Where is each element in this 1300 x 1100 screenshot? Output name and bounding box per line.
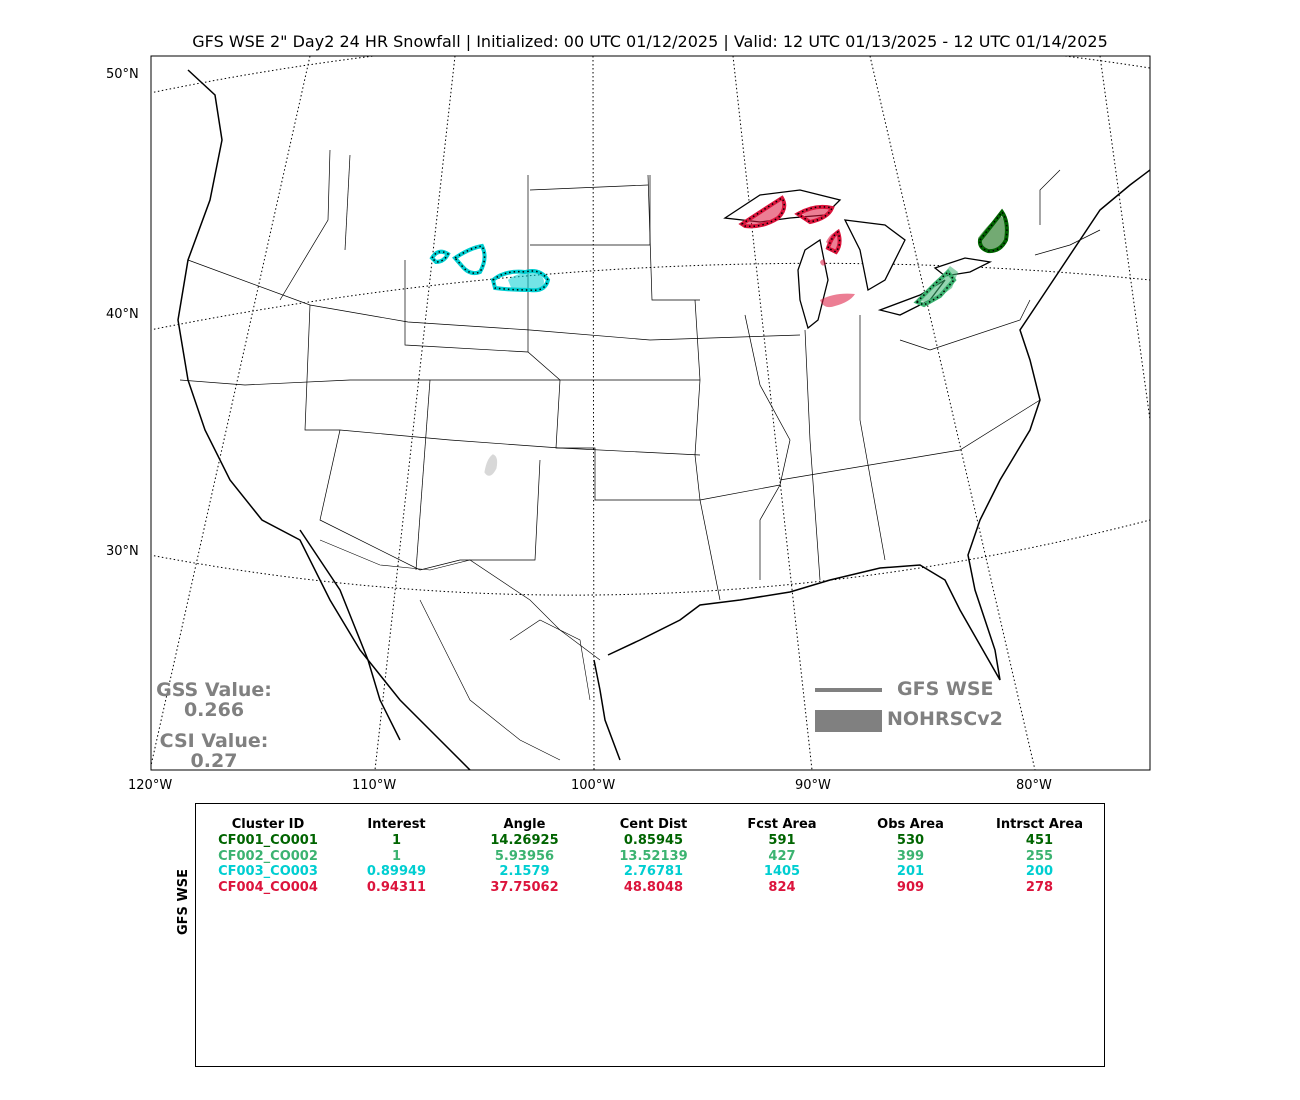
table-cell: 824 bbox=[768, 879, 796, 895]
table-header-row: Cluster ID Interest Angle Cent Dist Fcst… bbox=[200, 815, 1107, 833]
table-cell: 5.93956 bbox=[494, 848, 555, 864]
table-row: CF001_CO001 1 14.26925 0.85945 591 530 451 bbox=[200, 833, 1107, 849]
observed-area-cf004_co004 bbox=[742, 200, 855, 308]
table-cell: 13.52139 bbox=[619, 848, 688, 864]
header-cent-dist: Cent Dist bbox=[619, 816, 688, 832]
lat-label-50n: 50°N bbox=[106, 67, 139, 82]
attribute-table-frame bbox=[195, 803, 1105, 1067]
csi-label: CSI Value: bbox=[159, 730, 269, 752]
legend-forecast-label: GFS WSE bbox=[897, 678, 994, 700]
csi-score: CSI Value: 0.27 bbox=[150, 731, 278, 771]
state-borders bbox=[179, 149, 1101, 601]
header-obs-area: Obs Area bbox=[877, 816, 944, 832]
lat-label-30n: 30°N bbox=[106, 544, 139, 559]
table-cell: 37.75062 bbox=[490, 879, 559, 895]
csi-value: 0.27 bbox=[190, 750, 238, 772]
header-interest: Interest bbox=[367, 816, 426, 832]
table-cell: CF001_CO001 bbox=[218, 833, 318, 848]
table-cell: 2.76781 bbox=[623, 864, 684, 879]
table-cell: 200 bbox=[1025, 864, 1054, 879]
table-cell: 0.94311 bbox=[366, 879, 427, 895]
table-cell: 1 bbox=[391, 848, 402, 864]
table-cell: 909 bbox=[896, 879, 925, 895]
table-cell: 255 bbox=[1025, 848, 1054, 864]
header-intrsct-area: Intrsct Area bbox=[996, 816, 1083, 832]
snow-clusters bbox=[429, 195, 1009, 308]
gss-label: GSS Value: bbox=[156, 679, 272, 701]
table-cell: 591 bbox=[768, 833, 796, 848]
coastlines bbox=[177, 69, 1150, 770]
lon-label-80w: 80°W bbox=[1016, 778, 1052, 793]
forecast-outline-cf001_co001 bbox=[977, 208, 1009, 254]
header-fcst-area: Fcst Area bbox=[747, 816, 817, 832]
table-cell: CF004_CO004 bbox=[218, 879, 318, 895]
attribute-table: Cluster ID Interest Angle Cent Dist Fcst… bbox=[200, 815, 1107, 895]
table-row: CF003_CO003 0.89949 2.1579 2.76781 1405 201 20… bbox=[200, 864, 1107, 880]
table-cell: 427 bbox=[768, 848, 796, 864]
observed-area-cf001_co001 bbox=[978, 215, 1007, 250]
map-title: GFS WSE 2" Day2 24 HR Snowfall | Initial… bbox=[192, 32, 1108, 51]
table-cell: 451 bbox=[1025, 833, 1054, 848]
lon-label-90w: 90°W bbox=[795, 778, 831, 793]
table-cell: 14.26925 bbox=[490, 833, 559, 848]
table-row: CF004_CO004 0.94311 37.75062 48.8048 824 909 2… bbox=[200, 880, 1107, 896]
mexico-borders bbox=[319, 539, 601, 761]
observed-unmatched-area bbox=[484, 454, 498, 476]
table-cell: 2.1579 bbox=[499, 864, 550, 879]
table-cell: 399 bbox=[896, 848, 925, 864]
legend-observed-label: NOHRSCv2 bbox=[887, 708, 1003, 730]
graticule bbox=[151, 56, 1150, 770]
table-cell: 0.85945 bbox=[623, 833, 684, 848]
table-ylabel: GFS WSE bbox=[176, 868, 191, 935]
table-cell: 0.89949 bbox=[366, 864, 427, 879]
table-cell: CF003_CO003 bbox=[218, 864, 318, 879]
forecast-outline-dots-cf003_co003 bbox=[431, 245, 549, 292]
map-frame bbox=[150, 55, 1151, 771]
legend-observed-patch bbox=[815, 710, 882, 732]
lon-label-110w: 110°W bbox=[352, 778, 397, 793]
lon-label-120w: 120°W bbox=[128, 778, 173, 793]
table-cell: 530 bbox=[896, 833, 925, 848]
forecast-outline-dots-cf004_co004 bbox=[740, 196, 841, 253]
table-cell: 48.8048 bbox=[623, 879, 684, 895]
table-cell: 278 bbox=[1025, 879, 1054, 895]
snowfall-map bbox=[150, 55, 1151, 771]
header-angle: Angle bbox=[503, 816, 546, 832]
table-cell: 1 bbox=[391, 833, 402, 848]
observed-area-cf002_co002 bbox=[918, 266, 958, 304]
forecast-outline-cf002_co002 bbox=[913, 269, 957, 308]
table-cell: CF002_CO002 bbox=[218, 848, 318, 864]
lon-label-100w: 100°W bbox=[571, 778, 616, 793]
header-cluster-id: Cluster ID bbox=[231, 816, 305, 832]
gss-value: 0.266 bbox=[183, 699, 245, 721]
table-cell: 1405 bbox=[763, 864, 801, 879]
table-row: CF002_CO002 1 5.93956 13.52139 427 399 255 bbox=[200, 849, 1107, 865]
lat-label-40n: 40°N bbox=[106, 307, 139, 322]
gss-score: GSS Value: 0.266 bbox=[150, 680, 278, 720]
table-cell: 201 bbox=[896, 864, 925, 879]
observed-area-cf003_co003 bbox=[508, 272, 544, 292]
